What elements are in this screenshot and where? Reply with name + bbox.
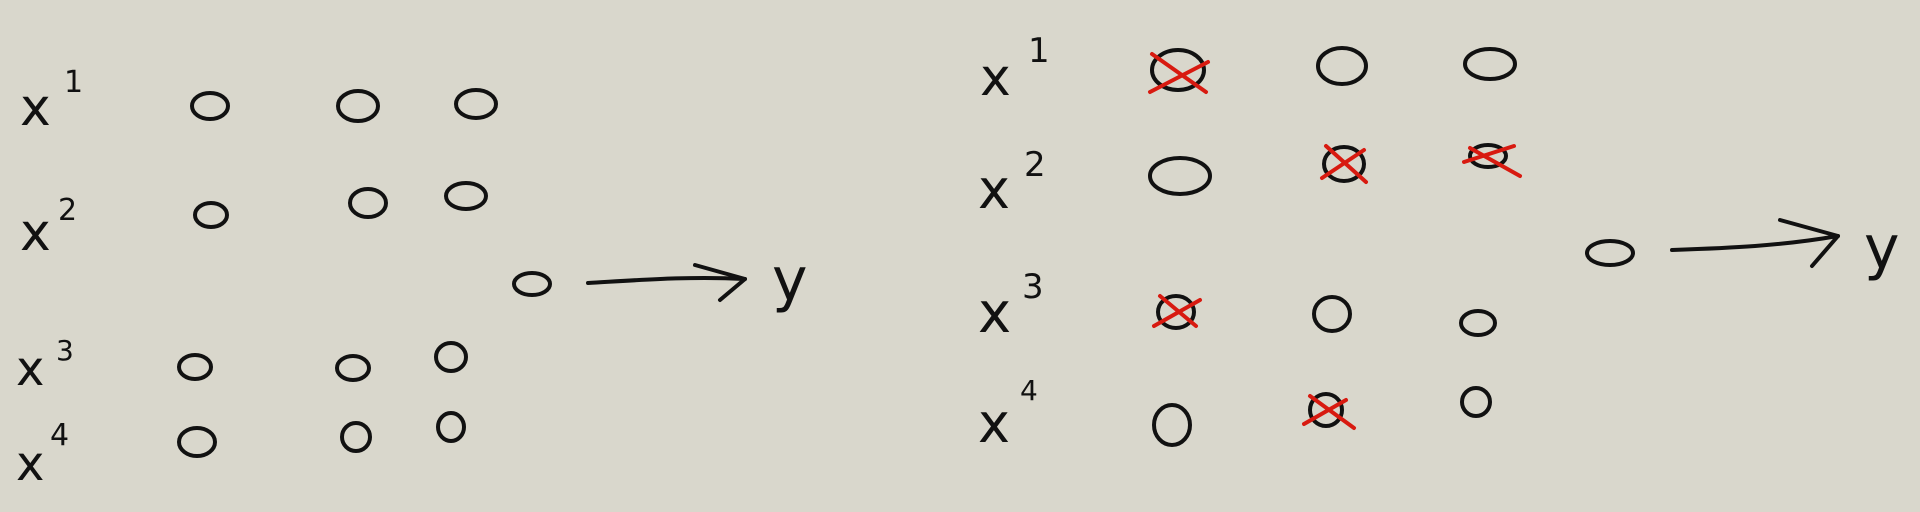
left-label-x1: x 1 (20, 65, 83, 138)
cross-mark (1302, 394, 1356, 430)
svg-text:x: x (16, 436, 44, 492)
left-label-x3: x 3 (16, 334, 74, 397)
left-arrow (586, 263, 747, 302)
cross-mark (1320, 144, 1368, 184)
svg-text:x: x (20, 78, 51, 138)
svg-text:1: 1 (1028, 31, 1050, 71)
svg-text:x: x (978, 281, 1011, 346)
left-node (436, 411, 466, 443)
left-node-grid (177, 88, 498, 458)
left-node (335, 354, 371, 382)
left-node (454, 88, 498, 120)
right-node (1156, 294, 1196, 330)
right-node (1148, 156, 1212, 196)
left-node (348, 187, 388, 219)
svg-text:3: 3 (56, 334, 74, 367)
right-node (1316, 46, 1368, 86)
left-node (177, 353, 213, 381)
right-network: x 1 x 2 x 3 x 4 (978, 31, 1900, 455)
right-label-x4: x 4 (978, 374, 1038, 455)
svg-text:x: x (978, 392, 1010, 455)
left-node (193, 201, 229, 229)
svg-text:3: 3 (1022, 267, 1044, 307)
svg-text:1: 1 (64, 65, 83, 100)
left-network: x 1 x 2 x 3 x 4 (16, 65, 808, 492)
left-label-x2: x 2 (20, 193, 77, 263)
right-label-x1: x 1 (980, 31, 1050, 108)
left-node (340, 421, 372, 453)
svg-text:4: 4 (1020, 374, 1038, 407)
svg-text:2: 2 (58, 193, 77, 228)
cross-mark (1148, 52, 1210, 94)
right-node (1322, 145, 1366, 183)
left-output-y: y (772, 245, 808, 315)
svg-text:4: 4 (50, 418, 69, 453)
right-label-x2: x 2 (978, 145, 1046, 221)
dropout-crosses (1148, 52, 1522, 430)
svg-text:x: x (978, 158, 1010, 221)
svg-text:x: x (20, 203, 51, 263)
right-label-x3: x 3 (978, 267, 1044, 346)
left-node (190, 91, 230, 121)
svg-text:x: x (980, 48, 1011, 108)
left-output-node (512, 271, 552, 297)
right-node (1312, 295, 1352, 333)
cross-mark (1152, 294, 1202, 328)
left-node (434, 341, 468, 373)
left-node (444, 181, 488, 211)
right-output-node (1585, 239, 1635, 267)
left-node (177, 426, 217, 458)
right-arrow (1670, 218, 1840, 268)
cross-mark (1462, 144, 1522, 178)
right-output-y: y (1864, 213, 1900, 283)
right-node (1152, 403, 1192, 447)
left-node (336, 89, 380, 123)
right-node (1460, 386, 1492, 418)
right-node (1463, 47, 1517, 81)
svg-text:2: 2 (1024, 145, 1046, 185)
right-node (1468, 143, 1508, 169)
left-label-x4: x 4 (16, 418, 69, 492)
svg-text:x: x (16, 341, 44, 397)
right-node (1150, 48, 1206, 92)
right-node (1308, 392, 1344, 428)
right-node (1459, 309, 1497, 337)
right-node-grid (1148, 46, 1517, 447)
